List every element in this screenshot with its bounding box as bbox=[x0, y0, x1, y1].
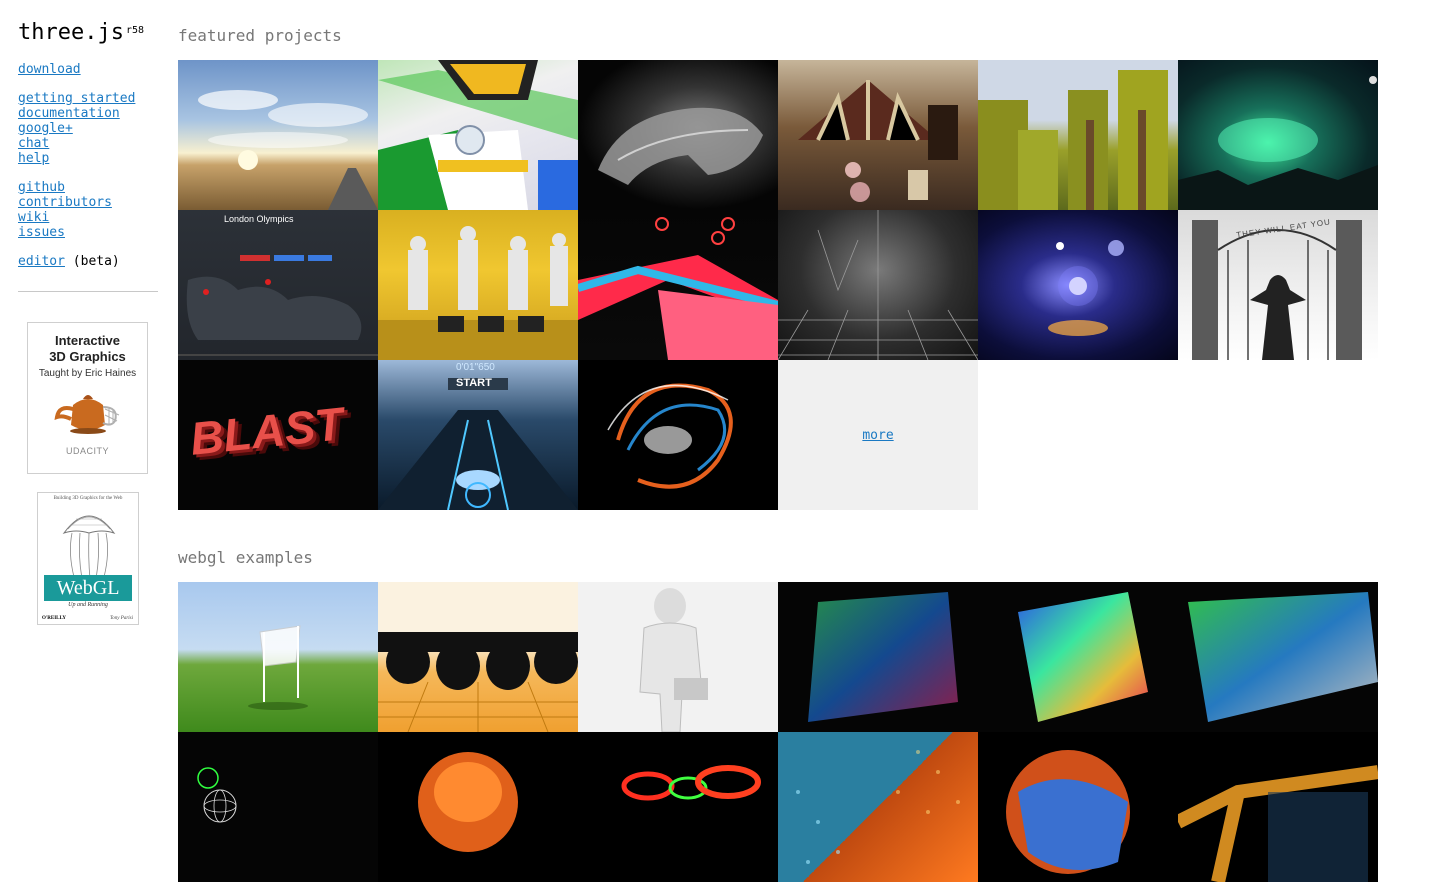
course-ad-title-line1: Interactive bbox=[54, 333, 121, 348]
sidebar: three.js r58 download getting started doc… bbox=[18, 18, 158, 625]
color-cloud-image bbox=[1188, 592, 1378, 722]
knight-image bbox=[639, 588, 708, 732]
zombie-gate-image bbox=[1192, 220, 1362, 360]
racing-start-caption: START bbox=[456, 377, 492, 389]
book-title: WebGL bbox=[44, 575, 132, 601]
featured-tile-particle-swirl[interactable] bbox=[578, 360, 778, 510]
webgl-tile-buffalo[interactable] bbox=[378, 582, 578, 732]
star-field-image bbox=[1048, 240, 1124, 336]
featured-more-tile[interactable]: more bbox=[778, 360, 978, 510]
circus-image bbox=[798, 80, 958, 202]
nav-link-issues[interactable]: issues bbox=[18, 225, 65, 240]
course-ad-subtitle: Taught by Eric Haines bbox=[38, 368, 137, 379]
featured-tile-racing[interactable]: 0'01"650 START bbox=[378, 360, 578, 510]
nav-link-download[interactable]: download bbox=[18, 62, 81, 77]
nav-link-contributors[interactable]: contributors bbox=[18, 195, 112, 210]
webgl-tile-knight[interactable] bbox=[578, 582, 778, 732]
voxel-forest-image bbox=[978, 70, 1168, 210]
nav-link-wiki[interactable]: wiki bbox=[18, 210, 50, 225]
nav-group-download: download bbox=[18, 62, 158, 77]
wireframe-room-image bbox=[778, 210, 978, 360]
featured-tile-circus[interactable] bbox=[778, 60, 978, 210]
webgl-tile-split-particles[interactable] bbox=[778, 732, 978, 882]
jellyfish-icon bbox=[62, 515, 116, 580]
teapot-icon bbox=[53, 395, 119, 434]
webgl-examples-title: webgl examples bbox=[178, 548, 313, 567]
glow-rings-image bbox=[621, 765, 761, 801]
webgl-tile-cloth[interactable] bbox=[178, 582, 378, 732]
nav-link-github[interactable]: github bbox=[18, 180, 65, 195]
gold-frame-image bbox=[1178, 765, 1378, 882]
red-ribbon-image bbox=[578, 217, 778, 360]
particle-cube-image bbox=[808, 592, 958, 722]
featured-tile-wireframe-room[interactable] bbox=[778, 210, 978, 360]
sky-panorama-image bbox=[198, 90, 378, 210]
logo-text[interactable]: three.js bbox=[18, 20, 124, 45]
fur-ball-image bbox=[418, 752, 518, 852]
aurora-image bbox=[1178, 76, 1378, 210]
nav-link-help[interactable]: help bbox=[18, 151, 50, 166]
sidebar-divider bbox=[18, 291, 158, 292]
featured-tile-ball-maze[interactable] bbox=[378, 60, 578, 210]
featured-tile-star-field[interactable] bbox=[978, 210, 1178, 360]
webgl-book-ad[interactable]: Building 3D Graphics for the Web WebGL U… bbox=[37, 492, 139, 625]
nav-link-google-plus[interactable]: google+ bbox=[18, 121, 73, 136]
webgl-tile-wire-spheres[interactable] bbox=[178, 732, 378, 882]
featured-tile-voxel-forest[interactable] bbox=[978, 60, 1178, 210]
more-link[interactable]: more bbox=[862, 427, 894, 443]
featured-tile-london-olympics[interactable]: London Olympics bbox=[178, 210, 378, 360]
blast-caption: BLAST bbox=[187, 397, 346, 465]
london-olympics-image bbox=[178, 255, 378, 356]
nav-group-learn: getting started documentation google+ ch… bbox=[18, 91, 158, 166]
robot-dancers-image bbox=[378, 226, 578, 360]
webgl-tile-glow-rings[interactable] bbox=[578, 732, 778, 882]
book-top-text: Building 3D Graphics for the Web bbox=[53, 496, 123, 501]
particle-swirl-image bbox=[607, 383, 733, 489]
webgl-tile-dot-sphere[interactable] bbox=[978, 732, 1178, 882]
webgl-tile-hair-cube[interactable] bbox=[978, 582, 1178, 732]
featured-tile-sky-panorama[interactable] bbox=[178, 60, 378, 210]
london-olympics-caption: London Olympics bbox=[224, 214, 294, 224]
book-subtitle: Up and Running bbox=[68, 602, 108, 608]
book-author: Tony Parisi bbox=[109, 616, 133, 621]
racing-timer-caption: 0'01"650 bbox=[456, 362, 495, 373]
udacity-course-ad[interactable]: Interactive 3D Graphics Taught by Eric H… bbox=[27, 322, 148, 474]
dot-sphere-image bbox=[1006, 750, 1130, 874]
featured-projects-grid: London Olympics bbox=[178, 60, 1378, 510]
nav-link-documentation[interactable]: documentation bbox=[18, 106, 120, 121]
webgl-tile-color-cloud[interactable] bbox=[1178, 582, 1378, 732]
webgl-tile-gold-frame[interactable] bbox=[1178, 732, 1378, 882]
featured-tile-robot-dancers[interactable] bbox=[378, 210, 578, 360]
nav-link-chat[interactable]: chat bbox=[18, 136, 50, 151]
webgl-tile-fur-ball[interactable] bbox=[378, 732, 578, 882]
featured-projects-title: featured projects bbox=[178, 26, 342, 45]
hair-cube-image bbox=[1018, 592, 1148, 722]
nav-group-community: github contributors wiki issues bbox=[18, 180, 158, 240]
split-particles-image bbox=[796, 750, 960, 864]
shoe-render-image bbox=[598, 107, 763, 185]
webgl-examples-grid bbox=[178, 582, 1378, 882]
nav-link-getting-started[interactable]: getting started bbox=[18, 91, 136, 106]
featured-tile-red-ribbon[interactable] bbox=[578, 210, 778, 360]
nav-group-editor: editor (beta) bbox=[18, 254, 158, 269]
featured-tile-aurora[interactable] bbox=[1178, 60, 1378, 210]
nav-link-editor[interactable]: editor bbox=[18, 254, 65, 269]
ball-maze-image bbox=[378, 60, 578, 210]
logo[interactable]: three.js r58 bbox=[18, 18, 158, 48]
featured-tile-blast[interactable]: BLAST bbox=[178, 360, 378, 510]
course-ad-brand: UDACITY bbox=[65, 446, 109, 456]
cloth-image bbox=[248, 625, 308, 710]
racing-image bbox=[378, 378, 578, 510]
editor-beta-note: (beta) bbox=[72, 254, 120, 269]
featured-tile-shoe-render[interactable] bbox=[578, 60, 778, 210]
book-publisher: O'REILLY bbox=[42, 616, 66, 621]
buffalo-image bbox=[378, 632, 578, 732]
wire-spheres-image bbox=[197, 767, 237, 823]
webgl-tile-particle-cube[interactable] bbox=[778, 582, 978, 732]
course-ad-title-line2: 3D Graphics bbox=[49, 349, 126, 364]
featured-tile-zombie-gate[interactable]: THEY WILL EAT YOU bbox=[1178, 210, 1378, 360]
revision-label: r58 bbox=[125, 25, 145, 36]
